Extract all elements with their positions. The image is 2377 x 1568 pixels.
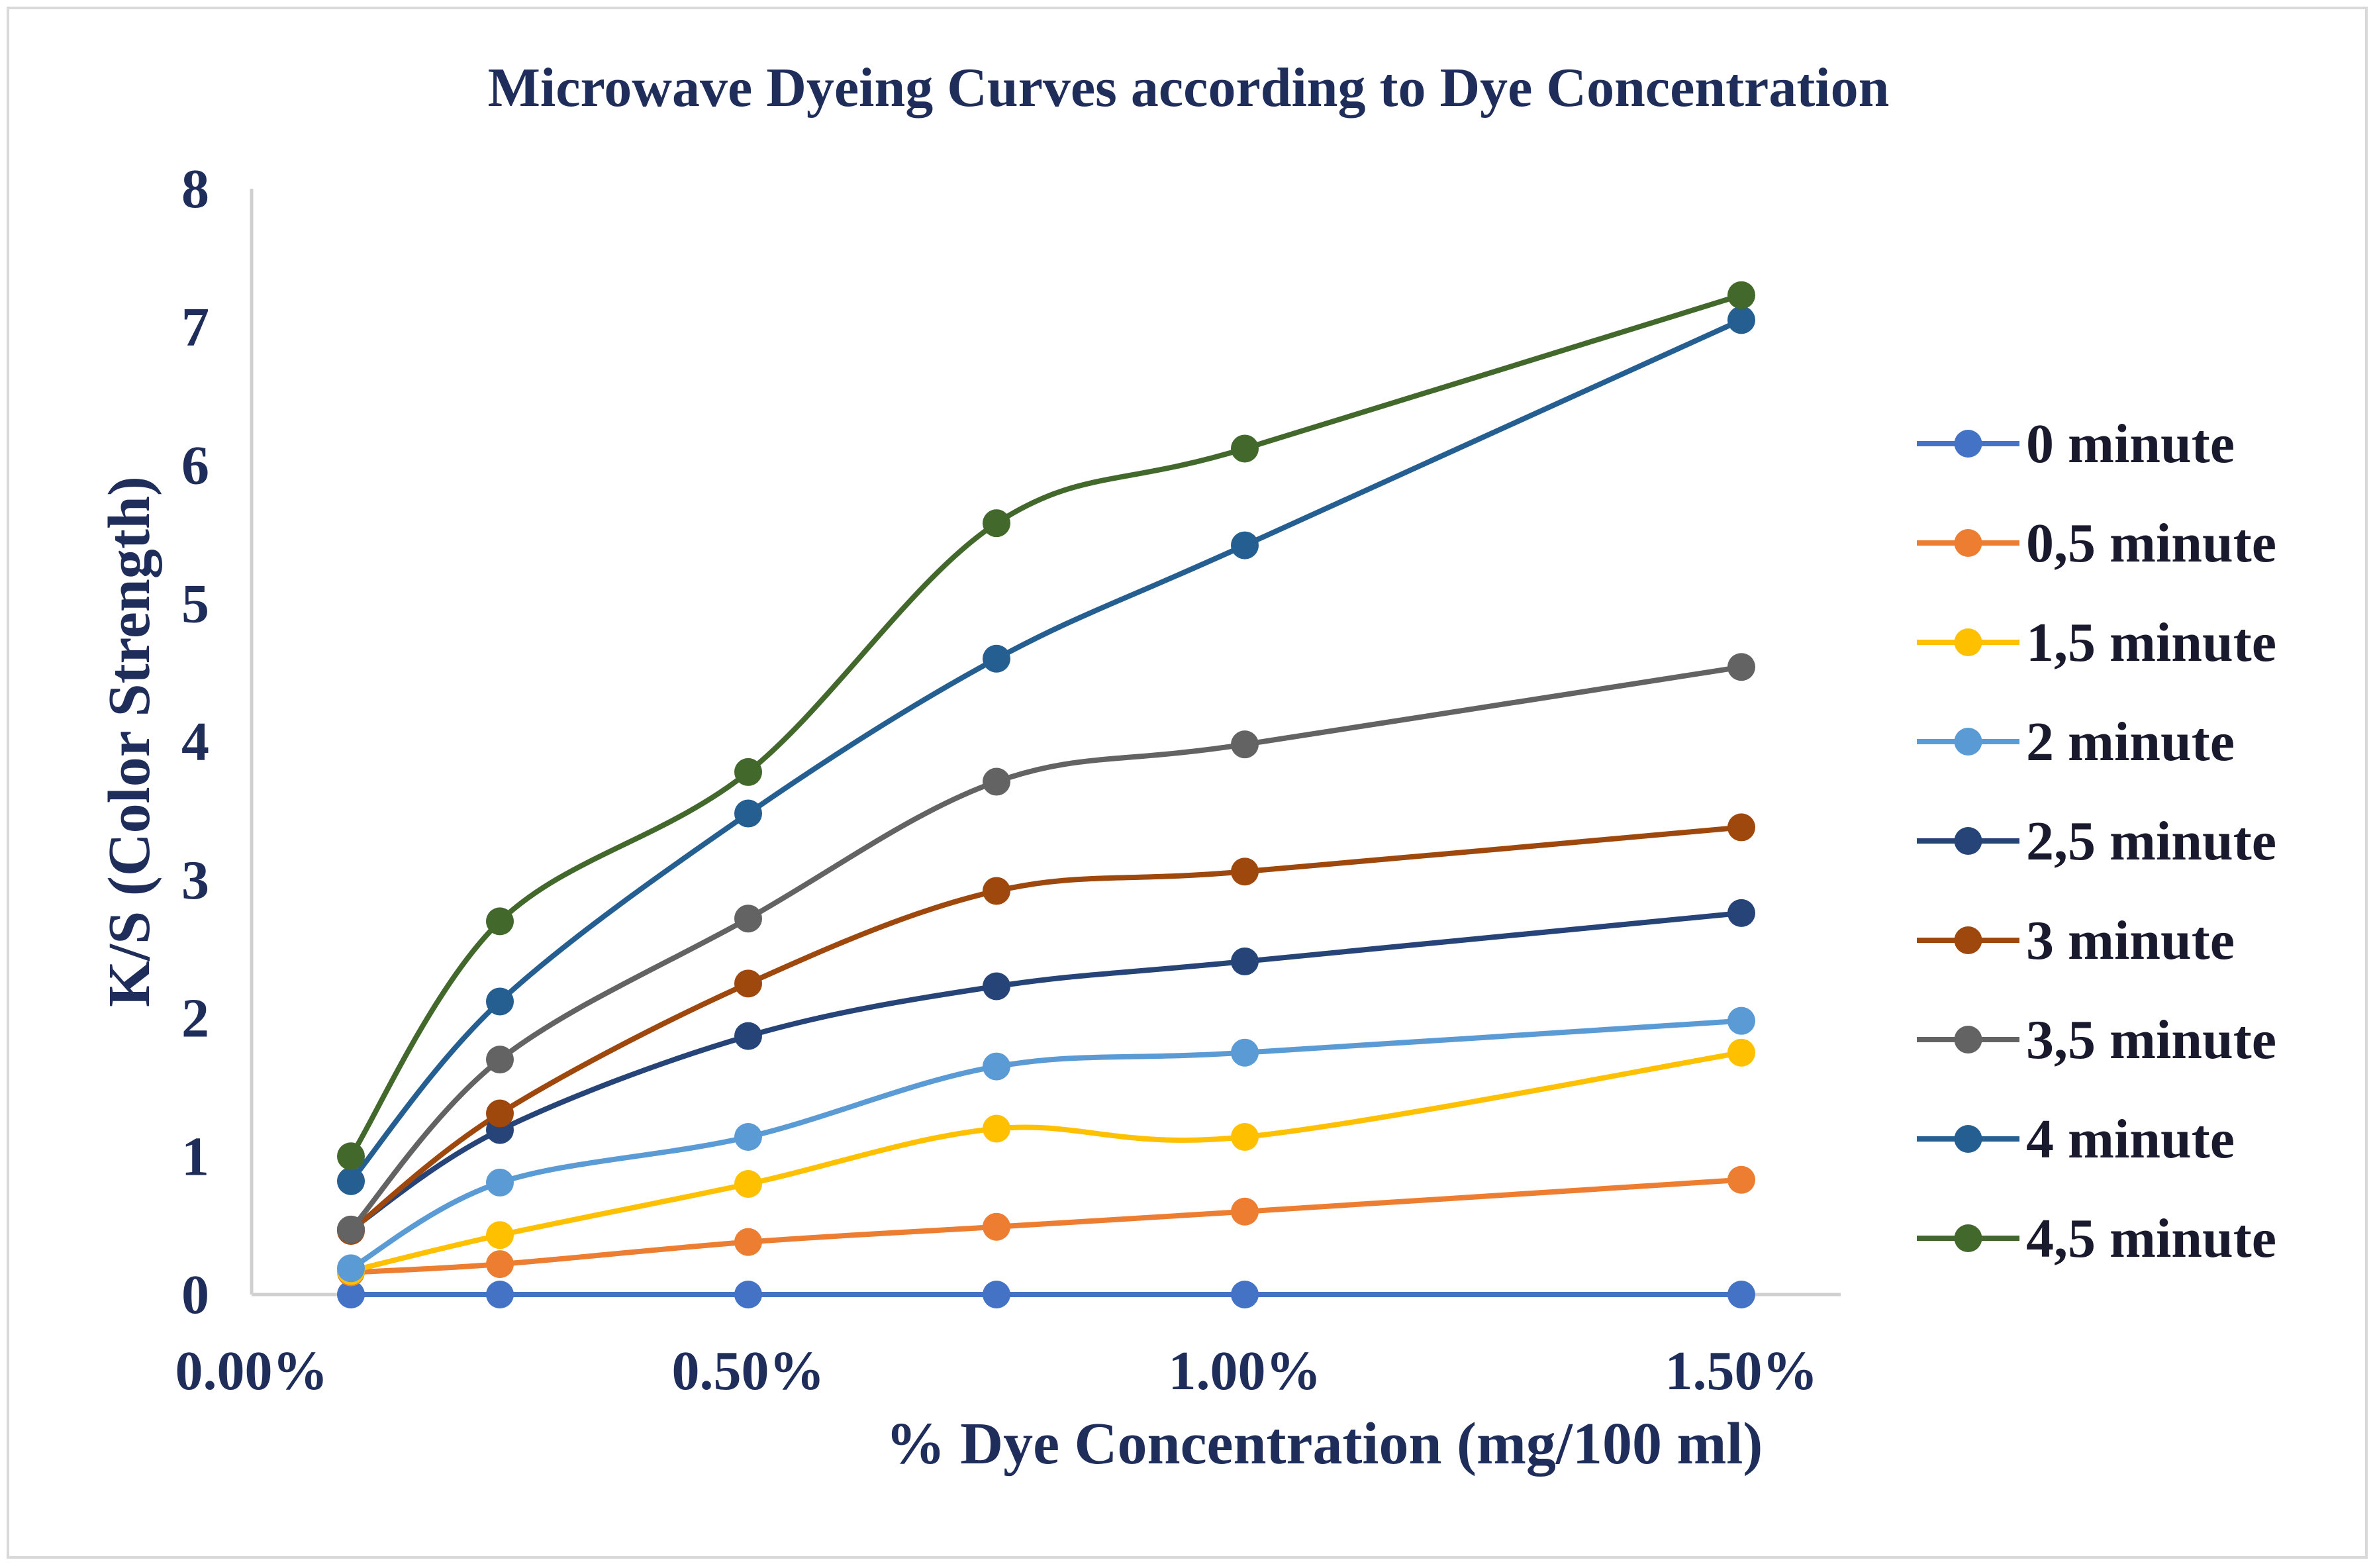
- data-point: [1727, 1006, 1755, 1035]
- data-point: [1727, 653, 1755, 681]
- data-point: [1727, 281, 1755, 309]
- y-tick-label: 6: [181, 435, 209, 497]
- y-tick-label: 4: [181, 711, 209, 773]
- data-point: [734, 1170, 762, 1198]
- data-point: [337, 1254, 365, 1283]
- series-line: [348, 1050, 1744, 1274]
- data-point: [1727, 813, 1755, 842]
- data-point: [486, 1250, 514, 1279]
- data-point: [983, 1212, 1010, 1241]
- x-tick-label: 1.50%: [1665, 1340, 1818, 1402]
- legend-marker: [1954, 529, 1982, 557]
- y-tick-label: 1: [181, 1126, 209, 1187]
- legend-label: 2 minute: [2026, 711, 2235, 773]
- y-tick-label: 5: [181, 573, 209, 634]
- data-point: [1231, 434, 1259, 463]
- data-point: [734, 758, 762, 786]
- data-point: [1727, 306, 1755, 334]
- legend-marker: [1954, 1224, 1982, 1252]
- x-tick-label: 1.00%: [1169, 1340, 1322, 1402]
- data-point: [337, 1281, 365, 1308]
- series-lines: [348, 292, 1744, 1298]
- y-tick-label: 8: [181, 158, 209, 220]
- legend-label: 0 minute: [2026, 413, 2235, 475]
- legend-marker: [1954, 1026, 1982, 1054]
- data-point: [983, 644, 1010, 673]
- x-tick-label: 0.00%: [175, 1340, 328, 1402]
- data-point: [734, 1123, 762, 1152]
- y-axis-title: K/S (Color Strength): [97, 476, 162, 1007]
- data-point: [983, 1052, 1010, 1081]
- data-point: [337, 1142, 365, 1171]
- legend-marker: [1954, 926, 1982, 954]
- data-point: [734, 1281, 762, 1308]
- data-point: [734, 905, 762, 933]
- series-points: [337, 281, 1755, 1308]
- data-point: [1727, 899, 1755, 927]
- legend: 0 minute 0,5 minute 1,5 minute 2 minute 2,5 …: [1917, 413, 2276, 1269]
- legend-label: 4 minute: [2026, 1108, 2235, 1170]
- data-point: [1231, 947, 1259, 975]
- series-line: [348, 292, 1744, 1159]
- legend-label: 0,5 minute: [2026, 513, 2276, 574]
- x-tick-label: 0.50%: [672, 1340, 825, 1402]
- data-point: [1727, 1165, 1755, 1194]
- data-point: [1231, 1197, 1259, 1226]
- data-point: [1231, 1123, 1259, 1152]
- data-point: [983, 877, 1010, 905]
- data-point: [1727, 1038, 1755, 1067]
- data-point: [734, 1022, 762, 1050]
- data-point: [486, 1099, 514, 1128]
- data-point: [983, 767, 1010, 796]
- series-line: [348, 1018, 1744, 1271]
- legend-label: 3 minute: [2026, 910, 2235, 971]
- data-point: [337, 1167, 365, 1195]
- data-point: [337, 1215, 365, 1244]
- data-point: [1231, 858, 1259, 886]
- data-point: [734, 799, 762, 828]
- data-point: [1231, 1038, 1259, 1067]
- legend-marker: [1954, 728, 1982, 756]
- data-point: [1231, 1281, 1259, 1308]
- legend-marker: [1954, 430, 1982, 458]
- series-line: [348, 317, 1744, 1184]
- data-point: [1231, 531, 1259, 560]
- data-point: [983, 509, 1010, 538]
- data-point: [486, 1046, 514, 1074]
- data-point: [1231, 730, 1259, 759]
- data-point: [734, 969, 762, 998]
- legend-label: 2,5 minute: [2026, 810, 2276, 872]
- data-point: [486, 1168, 514, 1197]
- series-line: [348, 910, 1744, 1232]
- data-point: [734, 1228, 762, 1256]
- data-point: [486, 1281, 514, 1308]
- x-axis-title: % Dye Concentration (mg/100 ml): [886, 1411, 1763, 1477]
- data-point: [486, 907, 514, 936]
- legend-label: 3,5 minute: [2026, 1009, 2276, 1071]
- legend-marker: [1954, 827, 1982, 855]
- chart-title: Microwave Dyeing Curves according to Dye…: [488, 57, 1890, 119]
- data-point: [983, 972, 1010, 1001]
- legend-marker: [1954, 628, 1982, 656]
- data-point: [486, 1221, 514, 1250]
- legend-label: 4,5 minute: [2026, 1208, 2276, 1269]
- chart-frame: [7, 7, 2368, 1559]
- data-point: [983, 1281, 1010, 1308]
- data-point: [983, 1114, 1010, 1143]
- y-tick-label: 3: [181, 850, 209, 911]
- y-tick-label: 2: [181, 988, 209, 1050]
- y-tick-label: 0: [181, 1264, 209, 1326]
- legend-label: 1,5 minute: [2026, 612, 2276, 673]
- series-line: [348, 1177, 1744, 1275]
- data-point: [486, 987, 514, 1016]
- data-point: [1727, 1281, 1755, 1308]
- legend-marker: [1954, 1125, 1982, 1153]
- x-tick-labels: 0.00% 0.50% 1.00% 1.50%: [175, 1340, 1818, 1402]
- y-tick-label: 7: [181, 297, 209, 358]
- y-tick-labels: 0 1 2 3 4 5 6 7 8: [181, 158, 209, 1326]
